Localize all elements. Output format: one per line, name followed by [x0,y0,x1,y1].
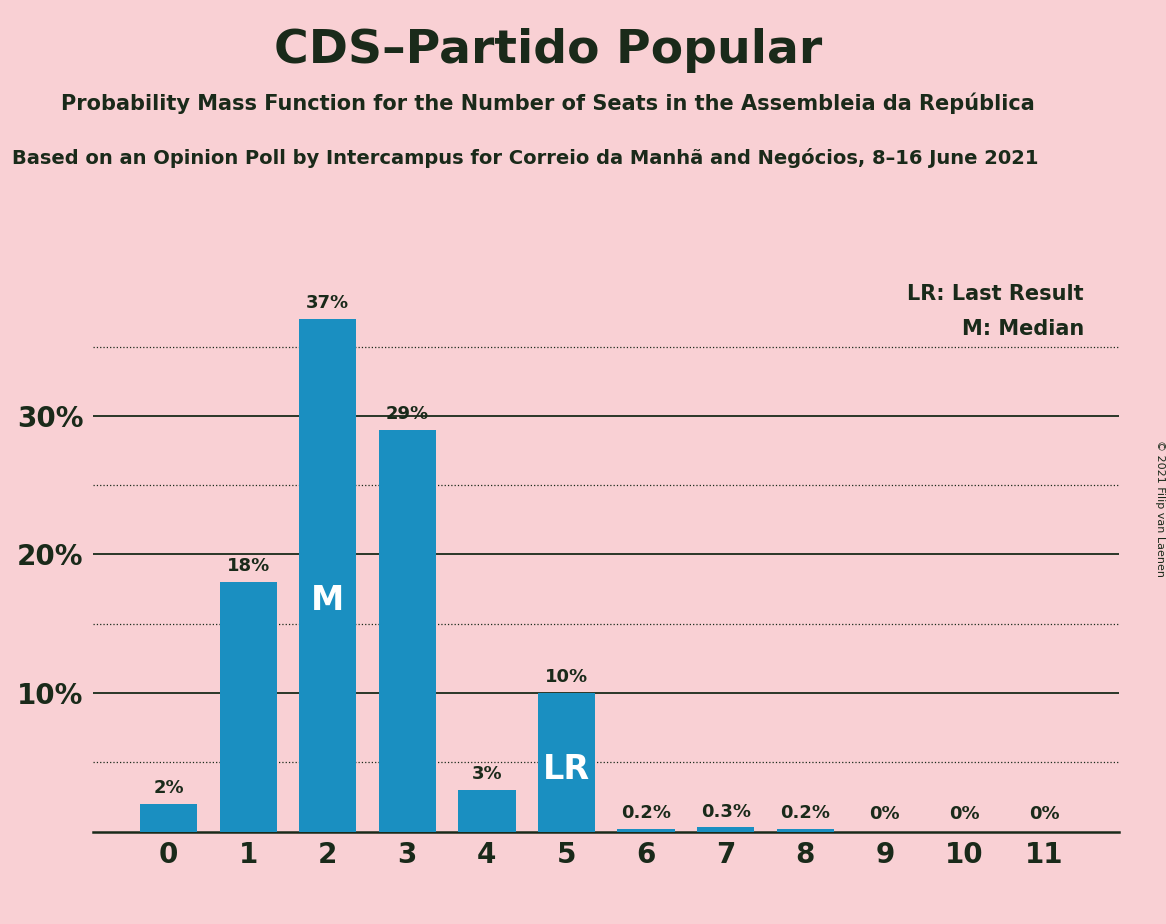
Text: © 2021 Filip van Laenen: © 2021 Filip van Laenen [1156,440,1165,577]
Bar [777,829,834,832]
Bar [219,582,276,832]
Text: 0%: 0% [870,806,900,823]
Bar [697,828,754,832]
Text: Based on an Opinion Poll by Intercampus for Correio da Manhã and Negócios, 8–16 : Based on an Opinion Poll by Intercampus … [12,148,1038,168]
Text: M: Median: M: Median [962,319,1084,339]
Text: 0%: 0% [949,806,979,823]
Text: 0%: 0% [1028,806,1060,823]
Bar [458,790,515,832]
Text: 3%: 3% [471,765,503,784]
Text: 0.2%: 0.2% [780,804,830,822]
Bar [300,319,357,832]
Text: 10%: 10% [545,668,588,686]
Bar [618,829,675,832]
Text: 29%: 29% [386,405,429,423]
Text: LR: Last Result: LR: Last Result [907,285,1084,304]
Bar [538,693,595,832]
Text: 2%: 2% [153,779,184,796]
Text: LR: LR [543,753,590,785]
Bar [379,430,436,832]
Text: 0.3%: 0.3% [701,803,751,821]
Bar [140,804,197,832]
Text: 0.2%: 0.2% [621,804,672,822]
Text: CDS–Partido Popular: CDS–Partido Popular [274,28,822,73]
Text: 18%: 18% [226,557,269,575]
Text: Probability Mass Function for the Number of Seats in the Assembleia da República: Probability Mass Function for the Number… [61,92,1035,114]
Text: M: M [311,584,344,617]
Text: 37%: 37% [307,294,350,312]
